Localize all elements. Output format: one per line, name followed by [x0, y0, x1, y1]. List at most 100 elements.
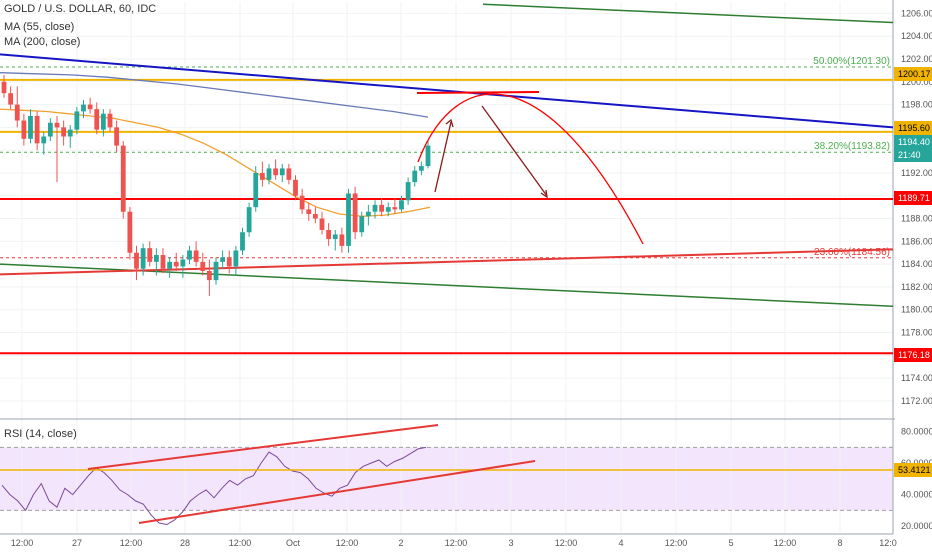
price-tick-13: 1180.00 [901, 305, 932, 315]
time-tick-2: 12:00 [120, 538, 143, 548]
candle-body-1 [8, 93, 14, 105]
candle-body-17 [114, 127, 120, 146]
time-tick-10: 12:00 [555, 538, 578, 548]
candle-body-11 [74, 111, 80, 130]
price-badge-2 [894, 135, 932, 149]
candle-body-21 [140, 248, 146, 269]
candle-body-36 [240, 232, 245, 251]
candle-body-44 [293, 179, 298, 196]
price-badge-label-3: 21:40 [898, 150, 921, 160]
time-tick-7: 2 [398, 538, 403, 548]
candle-body-45 [299, 195, 305, 210]
candle-body-60 [399, 200, 404, 210]
candle-body-19 [127, 211, 133, 253]
candle-body-35 [233, 250, 239, 267]
trend-line-red [0, 248, 894, 276]
price-tick-11: 1184.00 [901, 259, 932, 269]
candle-body-6 [41, 136, 47, 144]
ma200-legend: MA (200, close) [4, 36, 81, 48]
candle-body-62 [412, 170, 418, 183]
chart-title: GOLD / U.S. DOLLAR, 60, IDC [4, 3, 157, 15]
candle-body-48 [319, 218, 325, 230]
rsi-badge-label: 53.4121 [898, 465, 931, 475]
ma55-legend: MA (55, close) [4, 21, 75, 33]
candle-body-12 [81, 104, 86, 112]
time-tick-5: Oct [286, 538, 301, 548]
candle-body-57 [379, 204, 385, 212]
fib-label-1: 38.20%(1193.82) [814, 141, 890, 152]
candle-body-24 [160, 255, 166, 269]
rsi-line [1, 446, 427, 526]
time-tick-0: 12:00 [11, 538, 34, 548]
candle-body-38 [253, 172, 259, 208]
time-tick-4: 12:00 [229, 538, 252, 548]
price-tick-16: 1174.00 [901, 373, 932, 383]
candle-body-55 [365, 211, 371, 217]
price-tick-7: 1192.00 [901, 168, 932, 178]
price-tick-0: 1206.00 [901, 8, 932, 18]
rsi-channel-lower [138, 460, 536, 524]
price-badge-4 [894, 191, 932, 205]
price-badge-label-1: 1195.60 [898, 123, 930, 133]
fib-label-0: 50.00%(1201.30) [813, 56, 890, 67]
time-tick-6: 12:00 [336, 538, 359, 548]
candle-body-39 [259, 172, 265, 180]
price-tick-3: 1200.00 [901, 77, 932, 87]
time-tick-1: 27 [72, 538, 82, 548]
candle-body-3 [21, 120, 27, 139]
rsi-title: RSI (14, close) [4, 428, 77, 440]
projection-arrow-down [481, 105, 548, 197]
candle-body-25 [167, 261, 173, 269]
candle-body-15 [100, 113, 106, 130]
price-tick-4: 1198.00 [901, 100, 932, 110]
time-tick-3: 28 [180, 538, 190, 548]
candle-body-22 [147, 248, 153, 262]
candle-body-23 [153, 255, 159, 262]
projection-arrow-up [434, 121, 452, 193]
candle-body-54 [359, 216, 365, 233]
time-tick-11: 4 [618, 538, 623, 548]
candle-body-50 [332, 234, 338, 240]
candle-body-58 [385, 207, 391, 212]
price-badge-5 [894, 348, 932, 362]
candle-body-52 [346, 193, 351, 246]
candle-body-56 [372, 204, 378, 212]
ma55-line [0, 108, 431, 217]
candle-body-49 [326, 229, 332, 240]
candle-body-37 [246, 207, 252, 233]
time-tick-15: 8 [837, 538, 842, 548]
time-tick-13: 5 [728, 538, 733, 548]
candle-body-2 [14, 104, 20, 121]
candle-body-61 [405, 182, 411, 201]
time-tick-9: 3 [508, 538, 513, 548]
candle-body-28 [187, 250, 192, 260]
candle-body-30 [200, 261, 206, 271]
candle-body-9 [61, 127, 67, 137]
candle-body-29 [193, 250, 199, 262]
candle-body-26 [173, 261, 179, 267]
price-tick-14: 1178.00 [901, 328, 932, 338]
candle-body-14 [94, 109, 100, 130]
projection-arrow-up-head [445, 118, 454, 128]
price-badge-1 [894, 121, 932, 135]
candle-body-13 [87, 104, 93, 110]
candle-body-59 [392, 207, 398, 210]
price-tick-17: 1172.00 [901, 396, 932, 406]
price-tick-2: 1202.00 [901, 54, 932, 64]
projection-arrow-down-head [540, 189, 548, 199]
candle-body-27 [180, 259, 186, 267]
rsi-badge [894, 463, 932, 477]
rsi-tick-3: 20.0000 [901, 521, 932, 531]
candle-body-47 [312, 213, 318, 219]
candle-body-31 [206, 270, 212, 281]
price-badge-label-2: 1194.40 [898, 137, 930, 147]
candle-body-32 [213, 261, 219, 281]
candle-body-33 [220, 257, 226, 262]
candle-body-7 [47, 122, 53, 137]
time-tick-12: 12:00 [665, 538, 688, 548]
price-badge-0 [894, 67, 932, 81]
candle-body-41 [273, 168, 279, 176]
price-badge-label-0: 1200.17 [898, 69, 931, 79]
